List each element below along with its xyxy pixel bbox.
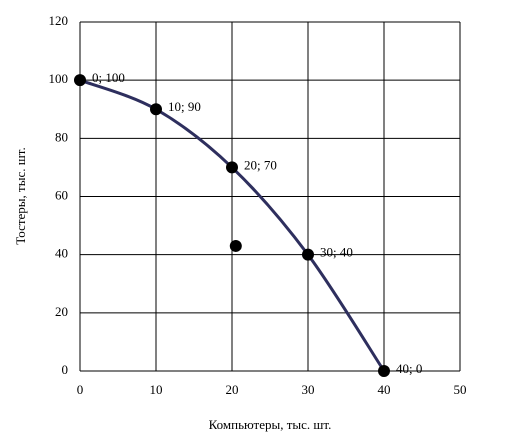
data-label: 0; 100 [92, 70, 125, 85]
x-tick-label: 20 [226, 382, 239, 397]
x-tick-label: 50 [454, 382, 467, 397]
y-axis-label: Тостеры, тыс. шт. [13, 147, 28, 244]
y-tick-label: 80 [55, 129, 68, 144]
x-axis-label: Компьютеры, тыс. шт. [209, 417, 332, 432]
x-tick-label: 0 [77, 382, 84, 397]
data-label: 20; 70 [244, 157, 277, 172]
data-label: 30; 40 [320, 245, 353, 260]
data-label: 10; 90 [168, 99, 201, 114]
x-tick-label: 40 [378, 382, 391, 397]
y-tick-label: 100 [49, 71, 69, 86]
x-tick-label: 30 [302, 382, 315, 397]
y-tick-label: 120 [49, 13, 69, 28]
y-tick-label: 40 [55, 246, 68, 261]
y-tick-label: 20 [55, 304, 68, 319]
point [226, 161, 238, 174]
point [229, 239, 242, 252]
y-tick-label: 0 [62, 362, 69, 377]
point [150, 103, 162, 116]
y-tick-label: 60 [55, 187, 68, 202]
point [378, 365, 390, 377]
point [74, 74, 86, 87]
data-label: 40; 0 [396, 361, 422, 376]
x-tick-label: 10 [150, 382, 163, 397]
point [302, 248, 314, 261]
